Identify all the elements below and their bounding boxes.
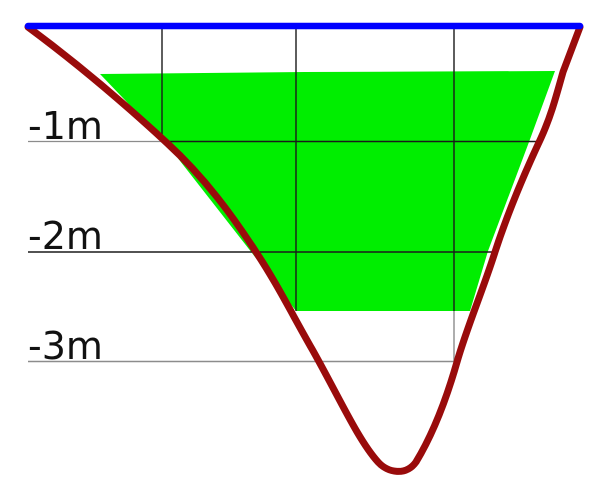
depth-label-1m: -1m [28, 104, 103, 148]
depth-label-3m: -3m [28, 324, 103, 368]
depth-label-2m: -2m [28, 214, 103, 258]
channel-bed-curve [24, 23, 584, 475]
flow-area-fill [100, 71, 555, 311]
